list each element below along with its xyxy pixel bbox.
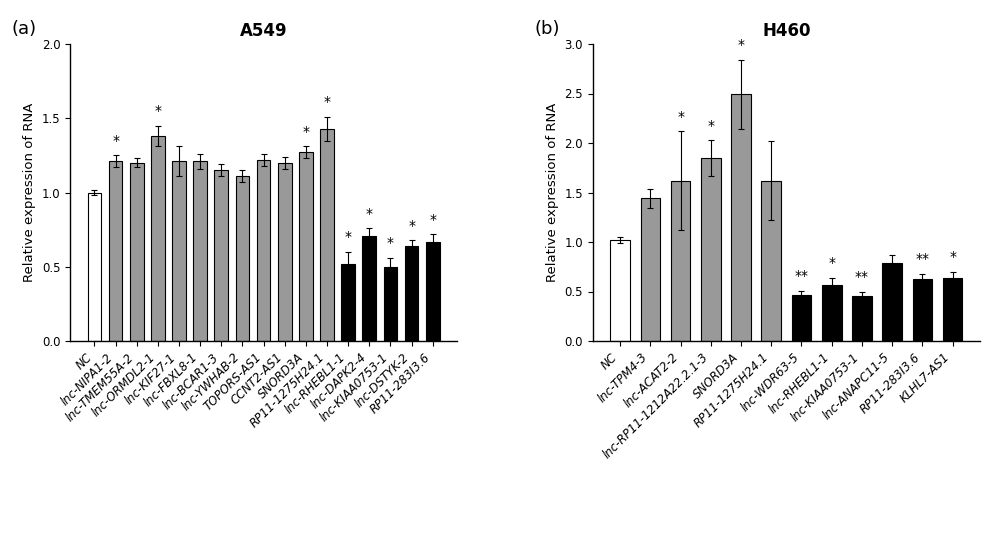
Text: **: ** xyxy=(794,269,808,283)
Text: *: * xyxy=(387,236,394,250)
Bar xyxy=(320,129,334,341)
Text: *: * xyxy=(154,104,161,118)
Title: H460: H460 xyxy=(762,21,811,40)
Text: *: * xyxy=(302,125,309,139)
Text: **: ** xyxy=(855,270,869,284)
Bar xyxy=(151,136,165,341)
Text: **: ** xyxy=(915,252,929,266)
Bar xyxy=(943,278,962,341)
Text: *: * xyxy=(707,119,714,133)
Text: *: * xyxy=(345,230,352,244)
Bar xyxy=(257,160,270,341)
Bar xyxy=(341,264,355,341)
Bar xyxy=(236,176,249,341)
Bar xyxy=(299,152,313,341)
Bar xyxy=(172,161,186,341)
Bar xyxy=(426,241,440,341)
Bar xyxy=(731,95,751,341)
Text: *: * xyxy=(112,134,119,148)
Bar xyxy=(384,267,397,341)
Bar xyxy=(852,296,872,341)
Bar xyxy=(701,158,721,341)
Bar xyxy=(761,180,781,341)
Bar xyxy=(882,263,902,341)
Bar xyxy=(792,295,811,341)
Text: *: * xyxy=(429,213,436,227)
Bar xyxy=(405,246,418,341)
Bar xyxy=(671,180,690,341)
Text: *: * xyxy=(828,256,835,270)
Text: *: * xyxy=(324,95,331,109)
Text: (b): (b) xyxy=(535,20,560,38)
Bar xyxy=(610,240,630,341)
Bar xyxy=(214,170,228,341)
Bar xyxy=(913,279,932,341)
Bar xyxy=(278,163,292,341)
Text: *: * xyxy=(677,109,684,124)
Bar xyxy=(130,163,144,341)
Title: A549: A549 xyxy=(240,21,287,40)
Bar xyxy=(641,199,660,341)
Text: *: * xyxy=(738,39,745,52)
Y-axis label: Relative expression of RNA: Relative expression of RNA xyxy=(546,103,559,282)
Bar xyxy=(109,161,122,341)
Text: *: * xyxy=(949,250,956,264)
Text: *: * xyxy=(366,207,373,221)
Bar xyxy=(193,161,207,341)
Bar xyxy=(362,235,376,341)
Bar xyxy=(88,192,101,341)
Y-axis label: Relative expression of RNA: Relative expression of RNA xyxy=(23,103,36,282)
Bar xyxy=(822,284,842,341)
Text: *: * xyxy=(408,218,415,233)
Text: (a): (a) xyxy=(12,20,37,38)
